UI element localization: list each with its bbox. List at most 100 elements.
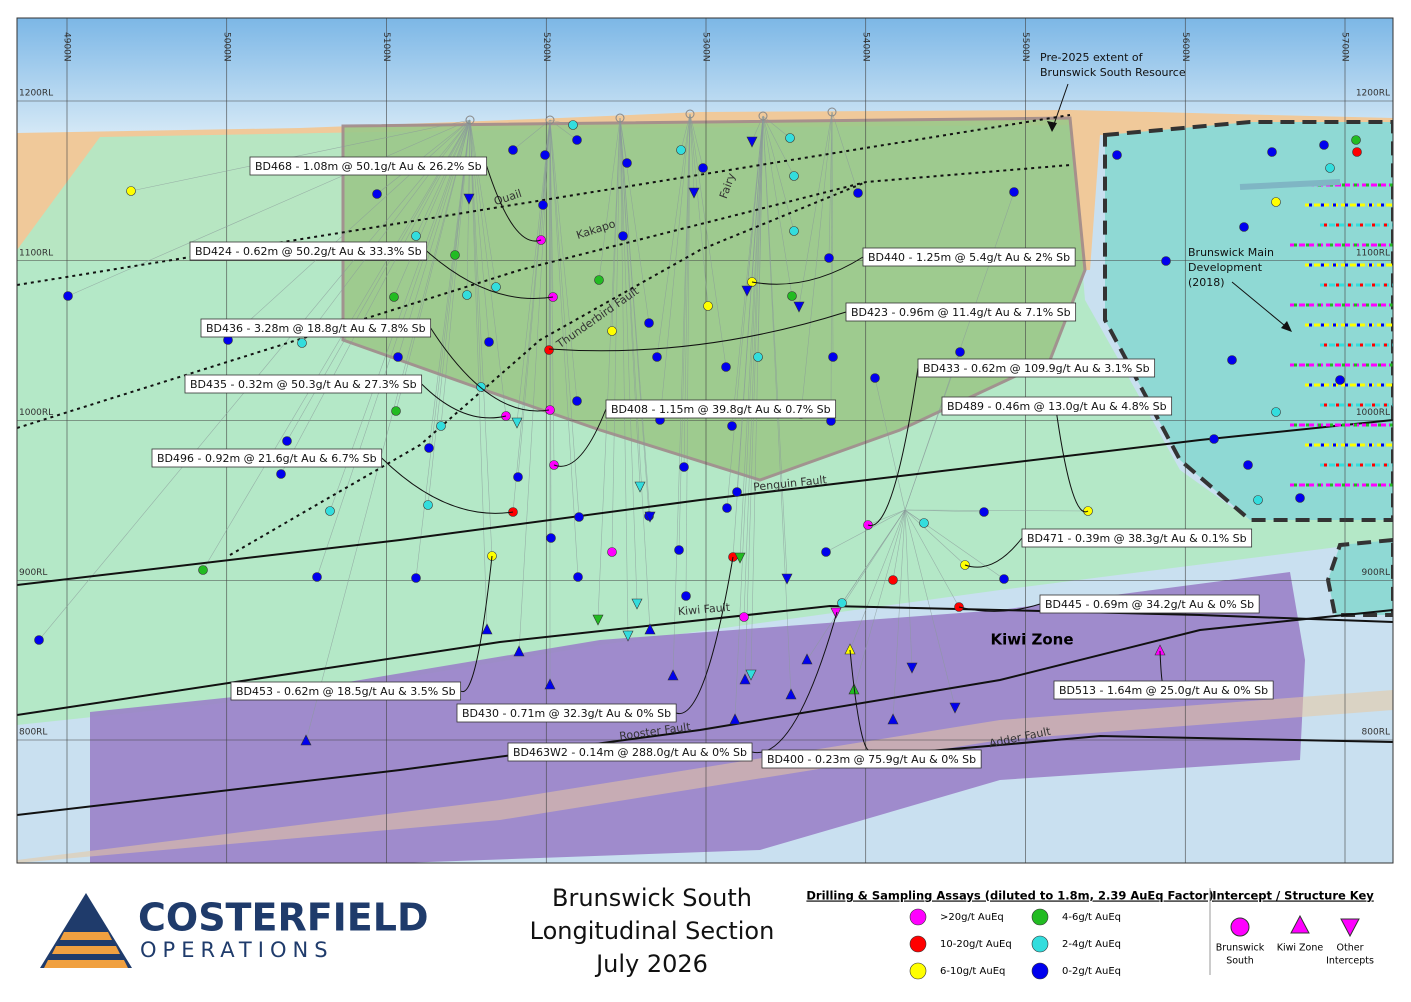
callout-text: BD435 - 0.32m @ 50.3g/t Au & 27.3% Sb: [190, 378, 417, 391]
assay-point: [753, 352, 763, 362]
legend-label: 10-20g/t AuEq: [940, 939, 1012, 950]
drill-trace: [427, 119, 471, 506]
assay-point: [423, 500, 433, 510]
assay-point: [955, 347, 965, 357]
other-intercept: [949, 702, 961, 714]
legend-title: Drilling & Sampling Assays (diluted to 1…: [806, 889, 1213, 903]
other-intercept: [746, 136, 758, 148]
assay-point: [652, 352, 662, 362]
other-intercept: [631, 598, 643, 610]
legend-swatch: [1031, 908, 1049, 926]
assay-point: [276, 469, 286, 479]
logo-bars: [44, 932, 128, 968]
drill-trace: [549, 119, 580, 518]
kiwi-intercept: [481, 623, 493, 635]
callout-leader: [1056, 414, 1089, 513]
intercept-callouts: BD468 - 1.08m @ 50.1g/t Au & 26.2% Sb BD4…: [151, 156, 1274, 769]
drill-trace: [611, 117, 621, 553]
kiwi-intercept: [644, 623, 656, 635]
assay-point: [1352, 147, 1362, 157]
development-drives: [1239, 179, 1393, 487]
assay-point: [703, 301, 713, 311]
callout-box: [230, 681, 462, 701]
assay-point: [679, 462, 689, 472]
assay-point: [674, 545, 684, 555]
drill-trace: [512, 119, 551, 513]
map-frame: [16, 17, 1394, 864]
drill-trace: [678, 113, 691, 551]
assay-point: [540, 150, 550, 160]
assay-point: [1161, 256, 1171, 266]
key-label: Brunswick: [1216, 943, 1265, 954]
key-label: Kiwi Zone: [1277, 943, 1324, 954]
assay-points: [34, 120, 1362, 746]
collar: [615, 113, 625, 123]
assay-point: [644, 318, 654, 328]
drill-trace: [549, 119, 554, 298]
title: Brunswick South Longitudinal Section Jul…: [530, 884, 775, 978]
key-symbol: [1230, 917, 1250, 937]
drill-trace: [619, 117, 638, 604]
assay-point: [297, 338, 307, 348]
assay-point: [484, 337, 494, 347]
assay-point: [1295, 493, 1305, 503]
assay-point: [572, 396, 582, 406]
drill-trace: [828, 111, 833, 259]
drill-trace: [659, 113, 691, 421]
drill-trace: [516, 119, 551, 423]
callout-text: BD424 - 0.62m @ 50.2g/t Au & 33.3% Sb: [195, 245, 422, 258]
callout-box: [200, 318, 432, 338]
drill-trace: [689, 113, 695, 193]
callout-text: BD513 - 1.64m @ 25.0g/t Au & 0% Sb: [1059, 684, 1268, 697]
fault-rooster: [17, 609, 1393, 816]
drill-trace: [831, 111, 859, 194]
assay-point: [870, 373, 880, 383]
callout-text: BD423 - 0.96m @ 11.4g/t Au & 7.1% Sb: [851, 306, 1071, 319]
drill-trace: [825, 509, 906, 553]
assay-point: [573, 572, 583, 582]
assay-point: [282, 436, 292, 446]
title-line: Longitudinal Section: [530, 917, 775, 945]
assay-point: [979, 507, 989, 517]
callout-text: BD496 - 0.92m @ 21.6g/t Au & 6.7% Sb: [157, 452, 377, 465]
leader: [1231, 281, 1291, 331]
assay-point: [607, 326, 617, 336]
decline: [1239, 179, 1341, 190]
callout-text: BD430 - 0.71m @ 32.3g/t Au & 0% Sb: [462, 707, 671, 720]
resource-extent: [341, 116, 1087, 482]
drill-traces: [38, 107, 1089, 742]
leader: [1051, 83, 1069, 131]
assay-point: [785, 133, 795, 143]
drill-trace: [762, 115, 793, 297]
zone-label: Kiwi Zone: [990, 631, 1073, 649]
drill-trace: [656, 113, 691, 358]
assay-point: [676, 145, 686, 155]
collar: [758, 111, 768, 121]
assay-point: [721, 362, 731, 372]
assay-point: [372, 189, 382, 199]
collar: [465, 115, 475, 125]
kiwi-intercept: [513, 645, 525, 657]
drill-trace: [736, 115, 764, 493]
callout-text: BD471 - 0.39m @ 38.3g/t Au & 0.1% Sb: [1027, 532, 1247, 545]
drill-trace: [874, 377, 906, 511]
drill-trace: [849, 509, 906, 651]
legend-swatch: [1031, 935, 1049, 953]
drill-trace: [892, 509, 906, 581]
drill-trace: [689, 113, 709, 307]
drill-trace: [680, 113, 691, 151]
northing-label: 5000N: [221, 32, 231, 62]
northing-label: 5200N: [541, 32, 551, 62]
northing-label: 5300N: [701, 32, 711, 62]
assay-point: [787, 291, 797, 301]
other-intercept: [644, 511, 656, 523]
northing-label: 5100N: [381, 32, 391, 62]
drill-trace: [597, 117, 621, 620]
legend-label: 2-4g/t AuEq: [1062, 939, 1121, 950]
annotation: Pre-2025 extent of: [1040, 51, 1144, 64]
assay-point: [508, 145, 518, 155]
callout-box: [605, 399, 837, 419]
assay-point: [789, 171, 799, 181]
drill-trace: [469, 119, 497, 288]
